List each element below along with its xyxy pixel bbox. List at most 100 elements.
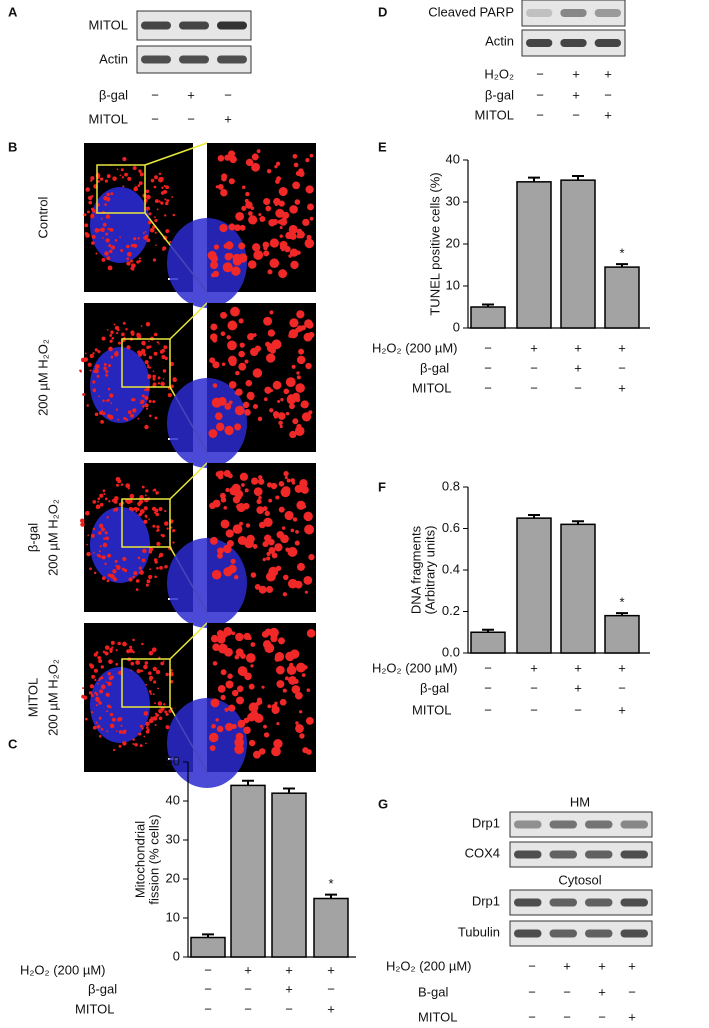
mito — [306, 688, 311, 693]
y-axis-label: DNA fragments — [408, 525, 423, 614]
mito — [128, 577, 133, 582]
mito — [291, 364, 296, 369]
mito — [102, 411, 106, 416]
mito — [164, 509, 167, 513]
mito — [285, 547, 290, 552]
blot-band — [549, 850, 577, 859]
mito — [305, 362, 312, 370]
condition-sign: − — [285, 1001, 293, 1016]
mito — [85, 510, 90, 516]
blot-band — [549, 898, 577, 907]
mito — [137, 556, 141, 560]
mito — [111, 717, 116, 722]
y-tick-label: 0.6 — [442, 520, 460, 535]
bar — [271, 792, 307, 958]
mito — [295, 723, 301, 730]
mito — [90, 207, 95, 211]
blot-band — [549, 820, 577, 829]
mito — [103, 537, 106, 540]
condition-label: β-gal — [420, 360, 449, 375]
mito — [150, 178, 155, 183]
mito — [287, 546, 298, 557]
bar — [516, 181, 552, 329]
mito — [306, 234, 312, 240]
mito — [129, 413, 134, 418]
mito — [227, 320, 238, 331]
mito — [300, 403, 305, 408]
mito — [138, 732, 142, 736]
blot-band — [585, 929, 613, 938]
mito — [232, 495, 241, 504]
mito — [287, 578, 298, 589]
mito — [121, 567, 125, 571]
mito — [220, 694, 226, 701]
mito — [138, 169, 142, 173]
mito — [94, 228, 100, 233]
mito — [144, 231, 147, 233]
mito — [230, 558, 236, 564]
mito — [234, 737, 244, 748]
mito — [96, 374, 100, 378]
mito — [234, 391, 239, 395]
y-tick-label: 0 — [173, 948, 180, 963]
mito — [109, 333, 113, 337]
mito — [238, 667, 248, 677]
mito — [111, 646, 114, 649]
condition-sign: − — [484, 660, 492, 675]
mito — [248, 683, 255, 690]
mito — [94, 367, 97, 370]
row-label: β-gal — [25, 523, 40, 552]
mito — [134, 743, 138, 747]
mito — [100, 727, 104, 731]
mito — [305, 157, 310, 163]
mito — [271, 218, 279, 225]
mito — [145, 683, 148, 686]
mito — [228, 400, 233, 405]
mito — [146, 345, 150, 350]
mito — [289, 248, 299, 257]
mito — [96, 724, 101, 729]
mito — [130, 332, 135, 336]
y-tick-label: 30 — [446, 193, 460, 208]
mito — [217, 184, 224, 190]
mito — [210, 698, 220, 708]
condition-label: H₂O₂ (200 µM) — [20, 962, 105, 977]
mito — [165, 229, 170, 234]
condition-sign: + — [598, 984, 606, 999]
mito — [243, 502, 250, 510]
condition-sign: + — [628, 1009, 636, 1024]
mito — [250, 572, 257, 578]
mito — [112, 577, 117, 582]
mito — [258, 585, 267, 594]
mito — [94, 368, 99, 374]
mito — [154, 199, 159, 203]
condition-sign: + — [604, 107, 612, 122]
blot-label: COX4 — [465, 845, 500, 860]
mito — [117, 717, 122, 722]
mito — [145, 321, 151, 327]
mito — [127, 251, 132, 257]
panel-label: E — [378, 139, 387, 154]
mito — [122, 185, 125, 188]
mito — [108, 346, 113, 352]
mito — [221, 175, 227, 182]
mito — [89, 369, 92, 372]
mito — [267, 357, 272, 363]
mito — [125, 499, 129, 503]
mito — [246, 391, 255, 400]
mito — [280, 534, 289, 544]
mito — [211, 569, 222, 580]
mito — [262, 541, 269, 548]
mito — [308, 410, 313, 415]
mito — [152, 258, 157, 262]
mito — [270, 635, 278, 643]
mito — [224, 707, 229, 712]
mito — [144, 388, 147, 392]
mito — [226, 540, 234, 548]
mito — [214, 412, 223, 420]
section-title: HM — [570, 794, 590, 809]
mito — [91, 711, 94, 714]
condition-sign: − — [528, 984, 536, 999]
condition-sign: + — [244, 962, 252, 977]
mito — [130, 263, 136, 269]
